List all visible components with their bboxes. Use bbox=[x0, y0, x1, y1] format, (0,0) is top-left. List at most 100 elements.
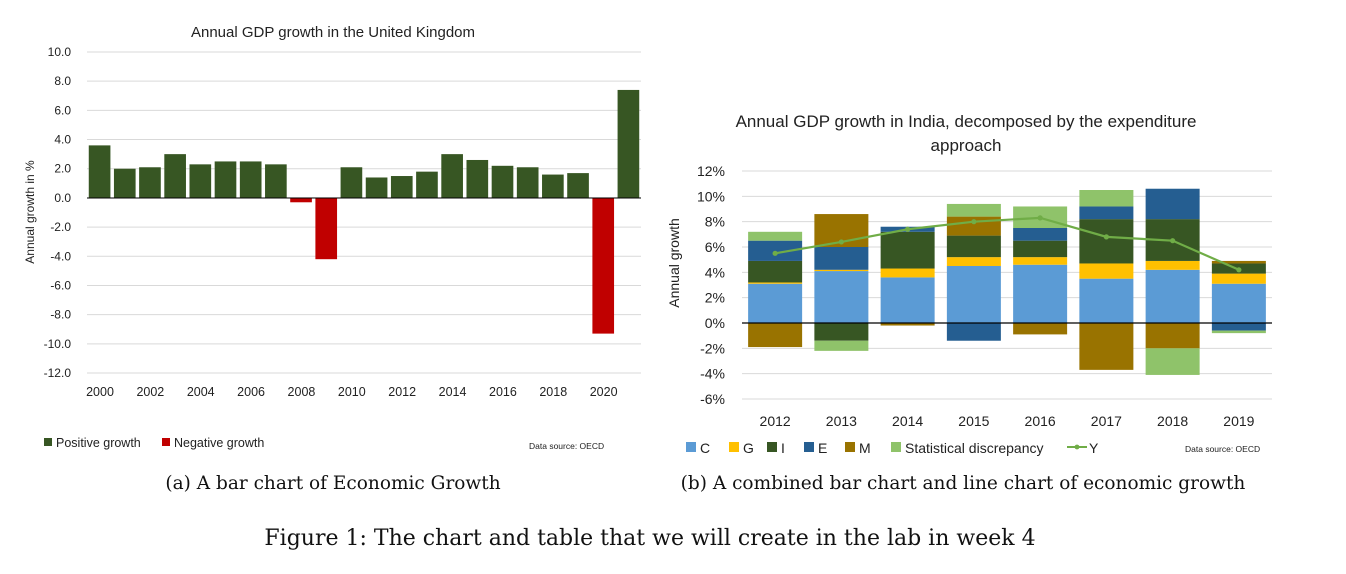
india-y-line-series bbox=[772, 215, 1242, 273]
india-bar-segment-m-2018 bbox=[1145, 323, 1200, 349]
uk-y-tick-label: -12.0 bbox=[44, 366, 72, 380]
india-bar-segment-statistical-discrepancy-2019 bbox=[1211, 330, 1266, 334]
india-bar-segment-statistical-discrepancy-2017 bbox=[1079, 190, 1134, 207]
india-bar-segment-m-2012 bbox=[748, 323, 803, 348]
india-y-tick-label: -4% bbox=[700, 366, 725, 382]
india-data-source: Data source: OECD bbox=[1185, 444, 1260, 454]
uk-chart-title: Annual GDP growth in the United Kingdom bbox=[191, 24, 475, 41]
legend-label-c: C bbox=[700, 440, 710, 456]
india-bar-segment-m-2017 bbox=[1079, 323, 1134, 370]
india-bar-segment-statistical-discrepancy-2018 bbox=[1145, 348, 1200, 375]
india-bar-segment-statistical-discrepancy-2013 bbox=[814, 340, 869, 351]
uk-bar-2003 bbox=[164, 154, 186, 198]
uk-x-tick-labels: 2000 2002 2004 2006 2008 2010 2012 2014 2016 2018… bbox=[86, 385, 617, 399]
legend-label-i: I bbox=[781, 440, 785, 456]
india-bar-segment-c-2015 bbox=[946, 266, 1001, 323]
uk-x-tick-label: 2012 bbox=[388, 385, 416, 399]
india-bar-segment-g-2017 bbox=[1079, 263, 1134, 279]
uk-x-tick-label: 2000 bbox=[86, 385, 114, 399]
india-y-point-2017 bbox=[1103, 234, 1109, 240]
india-bar-segment-i-2013 bbox=[814, 323, 869, 341]
uk-y-tick-label: -10.0 bbox=[44, 337, 72, 351]
uk-x-tick-label: 2002 bbox=[136, 385, 164, 399]
india-bar-segment-g-2015 bbox=[946, 257, 1001, 266]
uk-bar-2021 bbox=[617, 89, 640, 198]
india-y-tick-label: 10% bbox=[697, 188, 725, 204]
india-y-tick-label: -2% bbox=[700, 340, 725, 356]
uk-data-source: Data source: OECD bbox=[529, 441, 604, 451]
india-bar-segment-e-2015 bbox=[946, 323, 1001, 341]
uk-bar-2019 bbox=[567, 173, 589, 198]
india-bar-segment-e-2013 bbox=[814, 247, 869, 270]
india-bar-segment-g-2012 bbox=[748, 282, 803, 284]
caption-a: (a) A bar chart of Economic Growth bbox=[165, 473, 500, 494]
uk-bar-2007 bbox=[265, 164, 287, 198]
uk-bar-2016 bbox=[491, 165, 514, 198]
india-bar-segment-c-2012 bbox=[748, 283, 803, 323]
india-bar-segment-c-2013 bbox=[814, 271, 869, 323]
india-bar-segment-i-2017 bbox=[1079, 219, 1134, 264]
india-bar-segment-m-2019 bbox=[1211, 260, 1266, 264]
india-chart-title-line-2: approach bbox=[931, 136, 1002, 155]
legend-swatch-e bbox=[804, 442, 814, 452]
uk-x-tick-label: 2010 bbox=[338, 385, 366, 399]
caption-b: (b) A combined bar chart and line chart … bbox=[681, 473, 1246, 494]
india-bar-segment-g-2013 bbox=[814, 269, 869, 272]
india-y-point-2014 bbox=[905, 226, 911, 232]
uk-bar-2008 bbox=[290, 197, 312, 203]
india-bar-segment-g-2018 bbox=[1145, 260, 1200, 270]
india-bar-segment-g-2019 bbox=[1211, 273, 1266, 284]
uk-y-tick-label: 10.0 bbox=[48, 45, 72, 59]
uk-bar-2006 bbox=[239, 161, 262, 198]
uk-gdp-chart: Annual GDP growth in the United Kingdom … bbox=[23, 24, 641, 451]
uk-bar-2011 bbox=[365, 177, 388, 198]
india-y-point-2013 bbox=[838, 239, 844, 245]
india-y-line bbox=[774, 216, 1240, 271]
india-bar-segment-c-2016 bbox=[1013, 264, 1068, 323]
india-bar-segment-e-2016 bbox=[1013, 228, 1068, 241]
legend-swatch-c bbox=[686, 442, 696, 452]
uk-bars bbox=[88, 89, 640, 334]
uk-bar-2001 bbox=[113, 168, 136, 198]
uk-x-tick-label: 2006 bbox=[237, 385, 265, 399]
legend-swatch-m bbox=[845, 442, 855, 452]
legend-label-y: Y bbox=[1089, 440, 1099, 456]
uk-y-tick-label: 2.0 bbox=[54, 162, 71, 176]
legend-marker-y bbox=[1074, 444, 1080, 450]
india-bar-segment-g-2014 bbox=[880, 268, 935, 278]
legend-label-g: G bbox=[743, 440, 754, 456]
india-bar-segment-statistical-discrepancy-2015 bbox=[946, 203, 1001, 217]
uk-bar-2018 bbox=[542, 174, 564, 198]
uk-x-tick-label: 2014 bbox=[439, 385, 467, 399]
india-y-tick-label: 0% bbox=[705, 315, 725, 331]
india-y-tick-label: 4% bbox=[705, 264, 725, 280]
india-bar-segment-g-2016 bbox=[1013, 257, 1068, 265]
india-x-tick-labels: 2012 2013 2014 2015 2016 2017 2018 2019 bbox=[760, 413, 1255, 429]
india-x-tick-label: 2016 bbox=[1025, 413, 1056, 429]
legend-swatch-negative-growth bbox=[162, 438, 170, 446]
india-y-tick-labels: 12% 10% 8% 6% 4% 2% 0% -2% -4% -6% bbox=[697, 163, 725, 407]
india-x-tick-label: 2013 bbox=[826, 413, 857, 429]
uk-bar-2017 bbox=[516, 167, 539, 198]
uk-bar-2002 bbox=[139, 167, 161, 198]
uk-y-tick-label: 0.0 bbox=[54, 191, 71, 205]
india-x-tick-label: 2017 bbox=[1091, 413, 1122, 429]
uk-x-tick-label: 2016 bbox=[489, 385, 517, 399]
uk-bar-2020 bbox=[592, 197, 615, 334]
india-bar-segment-i-2014 bbox=[880, 231, 935, 269]
uk-y-tick-label: 4.0 bbox=[54, 133, 71, 147]
india-y-tick-label: 12% bbox=[697, 163, 725, 179]
legend-label-negative-growth: Negative growth bbox=[174, 436, 264, 450]
india-gdp-chart: Annual GDP growth in India, decomposed b… bbox=[666, 112, 1272, 456]
india-bar-segment-m-2016 bbox=[1013, 323, 1068, 335]
uk-bar-2005 bbox=[214, 161, 237, 198]
india-x-tick-label: 2012 bbox=[760, 413, 791, 429]
uk-y-tick-label: -4.0 bbox=[50, 249, 71, 263]
uk-bar-2014 bbox=[441, 154, 463, 198]
legend-swatch-positive-growth bbox=[44, 438, 52, 446]
india-y-point-2015 bbox=[971, 219, 977, 225]
uk-x-tick-label: 2018 bbox=[539, 385, 567, 399]
india-x-tick-label: 2015 bbox=[958, 413, 989, 429]
india-bar-segment-c-2019 bbox=[1211, 283, 1266, 323]
